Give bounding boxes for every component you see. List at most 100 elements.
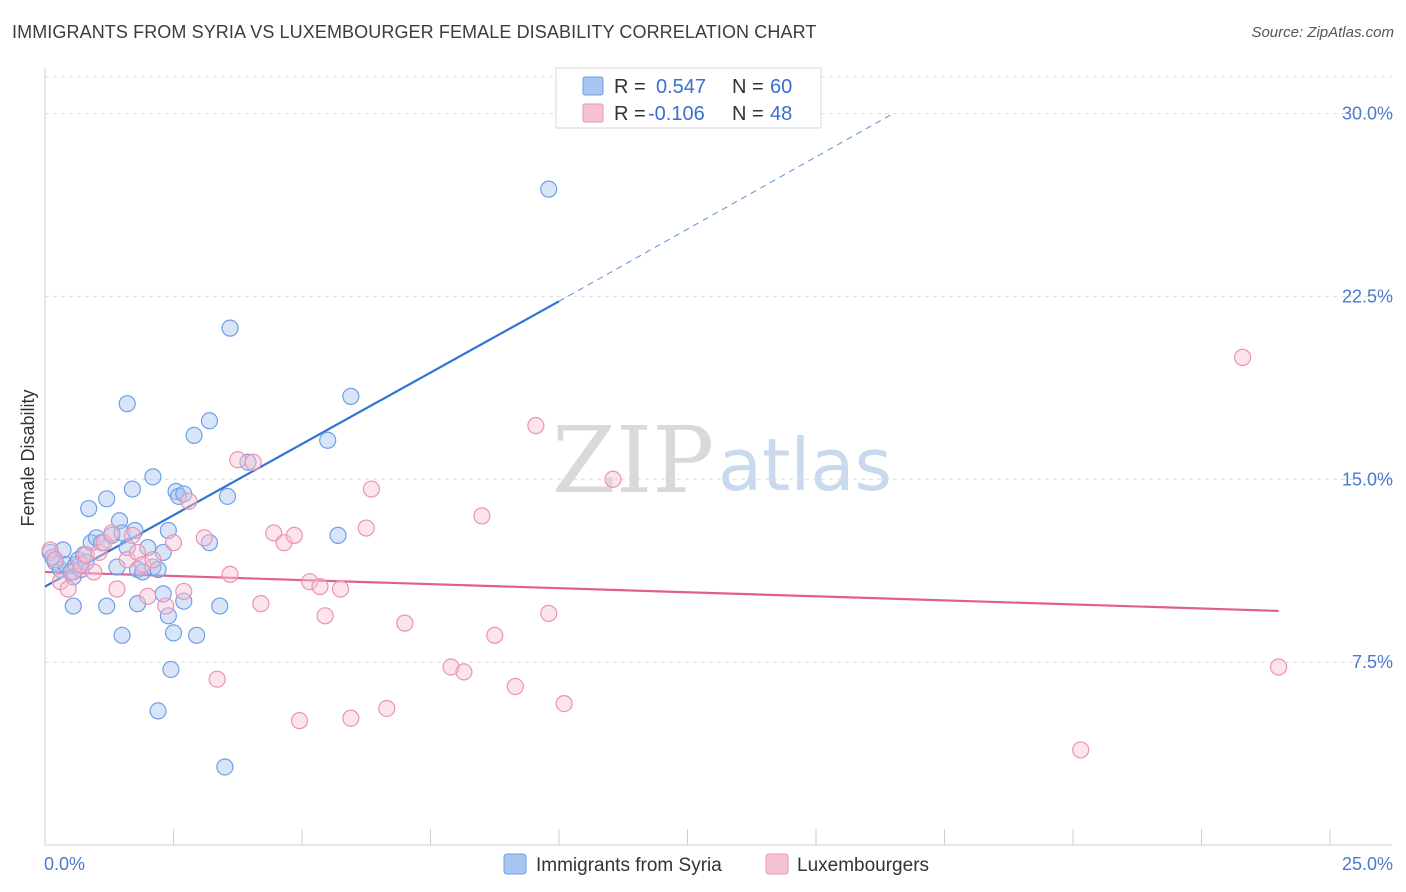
point-s1-31: [290, 712, 309, 730]
chart-title: IMMIGRANTS FROM SYRIA VS LUXEMBOURGER FE…: [12, 22, 817, 42]
legend-n-value-1: 60: [770, 76, 792, 98]
point-s0-55: [149, 702, 167, 720]
point-s0-39: [113, 626, 131, 644]
point-s0-53: [162, 660, 180, 679]
series-legend-label-luxembourgers: Luxembourgers: [797, 855, 929, 876]
point-s0-35: [144, 468, 162, 486]
x-tick-label-1: 25.0%: [1342, 854, 1393, 874]
y-axis-label: Female Disability: [18, 389, 38, 526]
point-s1-8: [90, 543, 108, 562]
legend-swatch-syria: [582, 76, 604, 96]
point-s1-45: [506, 677, 524, 696]
point-s1-43: [473, 507, 491, 525]
x-tick-label-0: 0.0%: [44, 854, 85, 874]
point-s1-48: [555, 694, 573, 713]
point-s1-1: [46, 551, 64, 569]
point-s1-11: [108, 580, 126, 598]
trend-line-1: [44, 570, 1279, 613]
point-s1-41: [442, 658, 460, 676]
point-s0-57: [329, 526, 347, 544]
legend-r-value-1: 0.547: [656, 76, 706, 98]
legend-r-value-2: -0.106: [648, 103, 705, 125]
y-tick-labels: 7.5% 15.0% 22.5% 30.0%: [1342, 104, 1393, 673]
point-s1-35: [331, 580, 350, 598]
point-s1-10: [103, 524, 121, 542]
point-s1-26: [244, 453, 262, 471]
point-s1-37: [357, 519, 375, 537]
point-s0-37: [64, 597, 82, 615]
point-s1-16: [139, 587, 157, 605]
point-s1-34: [316, 607, 334, 625]
point-s0-42: [164, 624, 183, 642]
point-s1-50: [1072, 741, 1090, 759]
point-s0-2: [51, 560, 70, 579]
y-tick-label-1: 15.0%: [1342, 469, 1393, 489]
point-s1-27: [252, 595, 270, 613]
point-s1-42: [455, 663, 473, 681]
axes: [44, 68, 1392, 846]
point-s1-44: [486, 626, 504, 644]
gridlines: [45, 76, 1392, 663]
point-s0-29: [149, 560, 167, 579]
point-s1-3: [59, 580, 77, 598]
point-s1-5: [72, 556, 90, 574]
point-s1-30: [285, 526, 303, 544]
point-s1-36: [342, 709, 360, 727]
legend-n-label-2: N =: [732, 103, 764, 125]
trend-line-extension-0: [558, 113, 894, 302]
point-s1-20: [175, 582, 193, 601]
y-tick-label-0: 7.5%: [1352, 652, 1393, 672]
point-s0-46: [211, 597, 229, 615]
point-s0-13: [80, 499, 98, 518]
point-s1-25: [229, 451, 247, 469]
point-s1-49: [604, 470, 622, 488]
point-s0-41: [159, 607, 177, 625]
trend-lines: [44, 113, 1279, 613]
point-s0-43: [175, 592, 193, 610]
chart-source: Source: ZipAtlas.com: [1251, 24, 1394, 41]
point-s0-49: [221, 319, 239, 337]
point-s0-47: [200, 412, 219, 430]
point-s1-32: [301, 573, 319, 591]
legend-n-value-2: 48: [770, 103, 792, 125]
point-s0-59: [540, 180, 558, 198]
point-s1-6: [77, 546, 95, 564]
point-s0-23: [123, 480, 141, 498]
point-s1-47: [540, 604, 558, 622]
point-s1-24: [221, 565, 239, 583]
point-s1-46: [527, 417, 545, 435]
point-s0-56: [319, 431, 337, 449]
y-tick-label-2: 22.5%: [1342, 286, 1393, 306]
data-points: [41, 180, 1288, 776]
series-legend-swatch-syria: [503, 853, 527, 875]
point-s1-51: [1234, 348, 1252, 366]
watermark-zip: ZIP: [552, 407, 714, 514]
point-s1-0: [41, 541, 59, 559]
point-s0-50: [216, 758, 234, 776]
point-s0-58: [342, 387, 360, 405]
point-s1-39: [378, 699, 396, 718]
point-s1-52: [1269, 658, 1288, 676]
point-s0-52: [185, 426, 203, 444]
correlation-legend: R = 0.547 N = 60 R = -0.106 N = 48: [555, 67, 822, 129]
point-s1-18: [157, 597, 175, 615]
point-s0-44: [188, 626, 206, 644]
watermark: ZIP atlas: [552, 407, 892, 514]
point-s1-19: [164, 534, 183, 552]
series-legend-swatch-luxembourgers: [765, 853, 789, 875]
series-legend-label-syria: Immigrants from Syria: [536, 855, 722, 876]
point-s0-36: [98, 597, 116, 615]
legend-r-label-1: R =: [614, 76, 646, 98]
point-s0-51: [239, 453, 257, 471]
point-s0-24: [126, 521, 144, 540]
point-s1-13: [123, 526, 141, 544]
point-s1-38: [362, 480, 380, 498]
legend-n-label-1: N =: [732, 76, 764, 98]
point-s1-7: [85, 563, 103, 581]
legend-r-label-2: R =: [614, 103, 646, 125]
point-s0-17: [98, 490, 116, 508]
watermark-atlas: atlas: [718, 423, 892, 507]
point-s0-54: [118, 395, 136, 413]
legend-swatch-luxembourgers: [582, 103, 604, 123]
